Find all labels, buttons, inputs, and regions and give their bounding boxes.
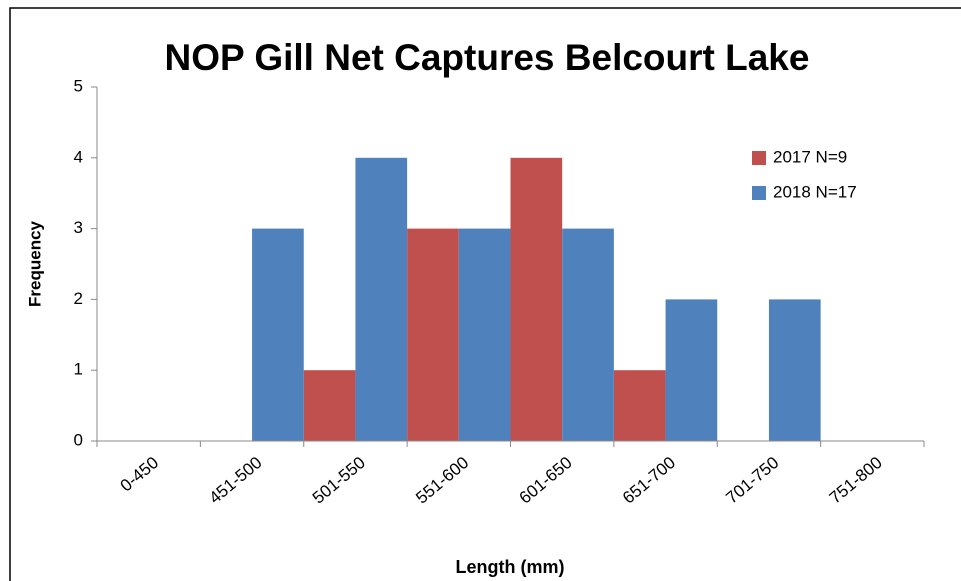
x-axis-label: Length (mm) (456, 557, 565, 577)
legend-swatch (752, 186, 766, 200)
bar (665, 299, 718, 441)
y-tick-label: 5 (74, 76, 83, 95)
bar (458, 228, 511, 441)
y-tick-label: 4 (74, 147, 83, 166)
y-tick-label: 2 (74, 289, 83, 308)
y-tick-label: 0 (74, 430, 83, 449)
y-tick-label: 1 (74, 360, 83, 379)
bar (510, 157, 563, 442)
bar (768, 299, 821, 441)
bar (613, 370, 666, 441)
bar (303, 370, 356, 441)
bar (407, 228, 459, 441)
bar (562, 228, 614, 441)
chart-title: NOP Gill Net Captures Belcourt Lake (165, 37, 810, 78)
legend-label: 2017 N=9 (773, 147, 847, 166)
bar (355, 157, 408, 442)
legend-swatch (752, 151, 766, 165)
y-axis-label: Frequency (25, 220, 44, 307)
legend-label: 2018 N=17 (773, 182, 857, 201)
bar (252, 228, 304, 441)
y-tick-label: 3 (74, 218, 83, 237)
